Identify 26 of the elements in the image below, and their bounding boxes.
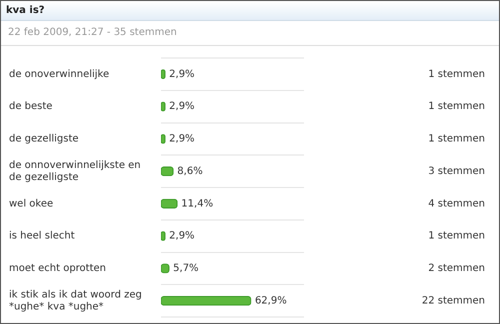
y-tick-label: de onoverwinnelijke bbox=[9, 68, 110, 80]
y-tick-label: moet echt oprotten bbox=[9, 263, 106, 274]
chart-subtitle: 22 feb 2009, 21:27 - 35 stemmen bbox=[1, 21, 499, 46]
y-tick-label: wel okee bbox=[9, 198, 54, 210]
text: 1 stemmen bbox=[428, 101, 485, 112]
data-label: 11,4% bbox=[181, 198, 214, 210]
data-label: 2,9% bbox=[169, 230, 195, 242]
data-label: 62,9% bbox=[254, 295, 287, 306]
data-label: 8,6% bbox=[177, 166, 203, 177]
text: kva is? bbox=[1, 1, 499, 21]
y-tick-label: de gezelligste bbox=[9, 134, 79, 145]
data-label: 2,9% bbox=[169, 134, 195, 145]
y-tick-label: ik stik als ik dat woord zeg *ughe* kva *ughe* bbox=[9, 289, 142, 312]
data-label: 2,9% bbox=[169, 68, 195, 80]
data-label: 5,7% bbox=[173, 263, 199, 274]
data-label: 2,9% bbox=[169, 101, 195, 112]
text: 3 stemmen bbox=[428, 166, 485, 177]
y-tick-label: de beste bbox=[9, 101, 52, 112]
text: 4 stemmen bbox=[428, 198, 485, 210]
text: 1 stemmen bbox=[428, 134, 485, 145]
text: 22 stemmen bbox=[422, 295, 485, 306]
y-tick-label: de onnoverwinnelijkste en de gezelligste bbox=[9, 160, 141, 183]
text: 2 stemmen bbox=[428, 263, 485, 274]
text: 1 stemmen bbox=[428, 230, 485, 242]
text: 1 stemmen bbox=[428, 68, 485, 80]
y-tick-label: is heel slecht bbox=[9, 230, 75, 242]
